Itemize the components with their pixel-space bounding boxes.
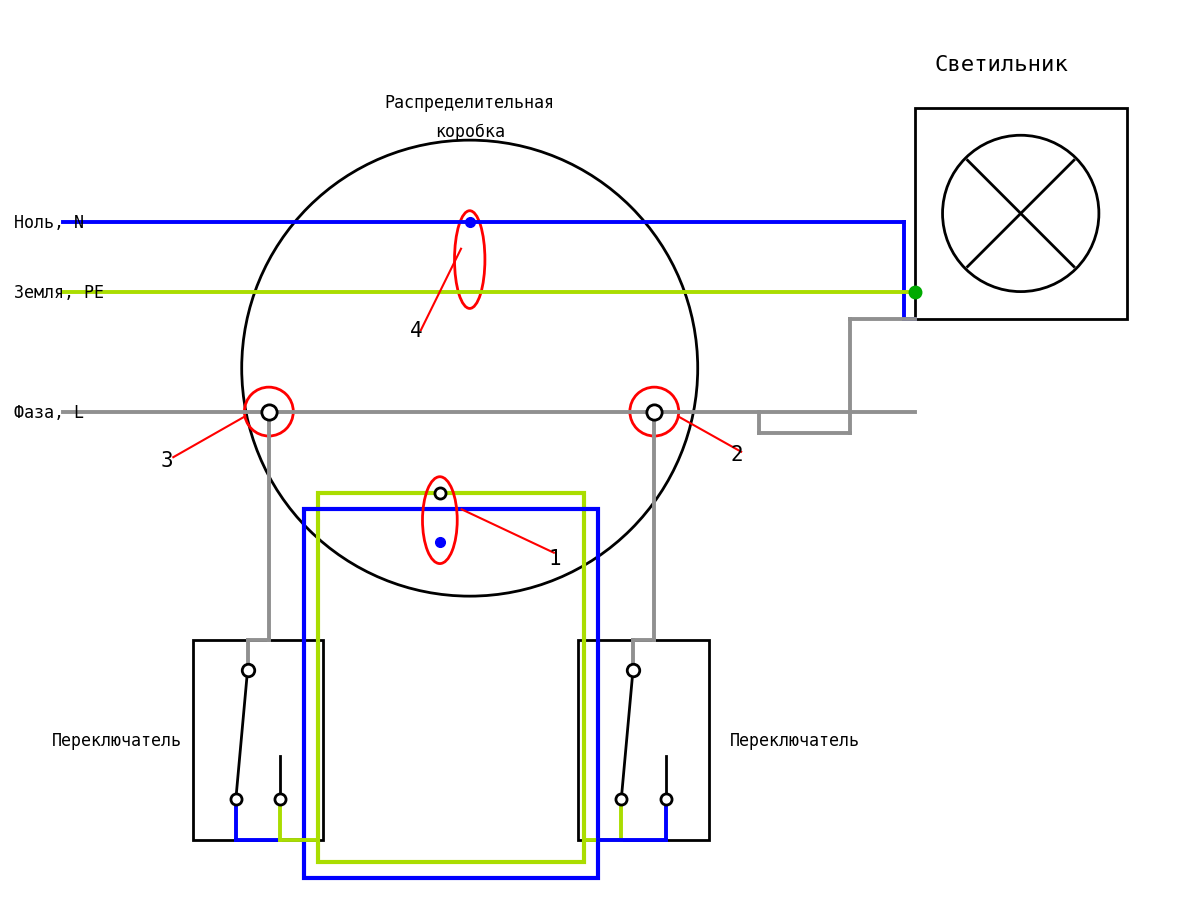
Text: Ноль, N: Ноль, N: [13, 213, 84, 231]
Text: Фаза, L: Фаза, L: [13, 404, 84, 421]
Text: Переключатель: Переключатель: [52, 732, 181, 749]
Text: Светильник: Светильник: [935, 55, 1068, 75]
Text: 2: 2: [731, 445, 743, 465]
Bar: [193, 640, 323, 841]
Text: Распределительная: Распределительная: [385, 94, 554, 112]
Text: коробка: коробка: [434, 123, 505, 141]
Text: Переключатель: Переключатель: [731, 732, 860, 749]
Text: 4: 4: [410, 321, 422, 340]
Text: Земля, PE: Земля, PE: [13, 284, 103, 302]
Bar: [578, 640, 708, 841]
Bar: [318, 494, 583, 862]
Bar: [304, 510, 598, 878]
Text: 3: 3: [161, 450, 173, 470]
Text: 1: 1: [548, 548, 562, 568]
Bar: [914, 108, 1127, 320]
